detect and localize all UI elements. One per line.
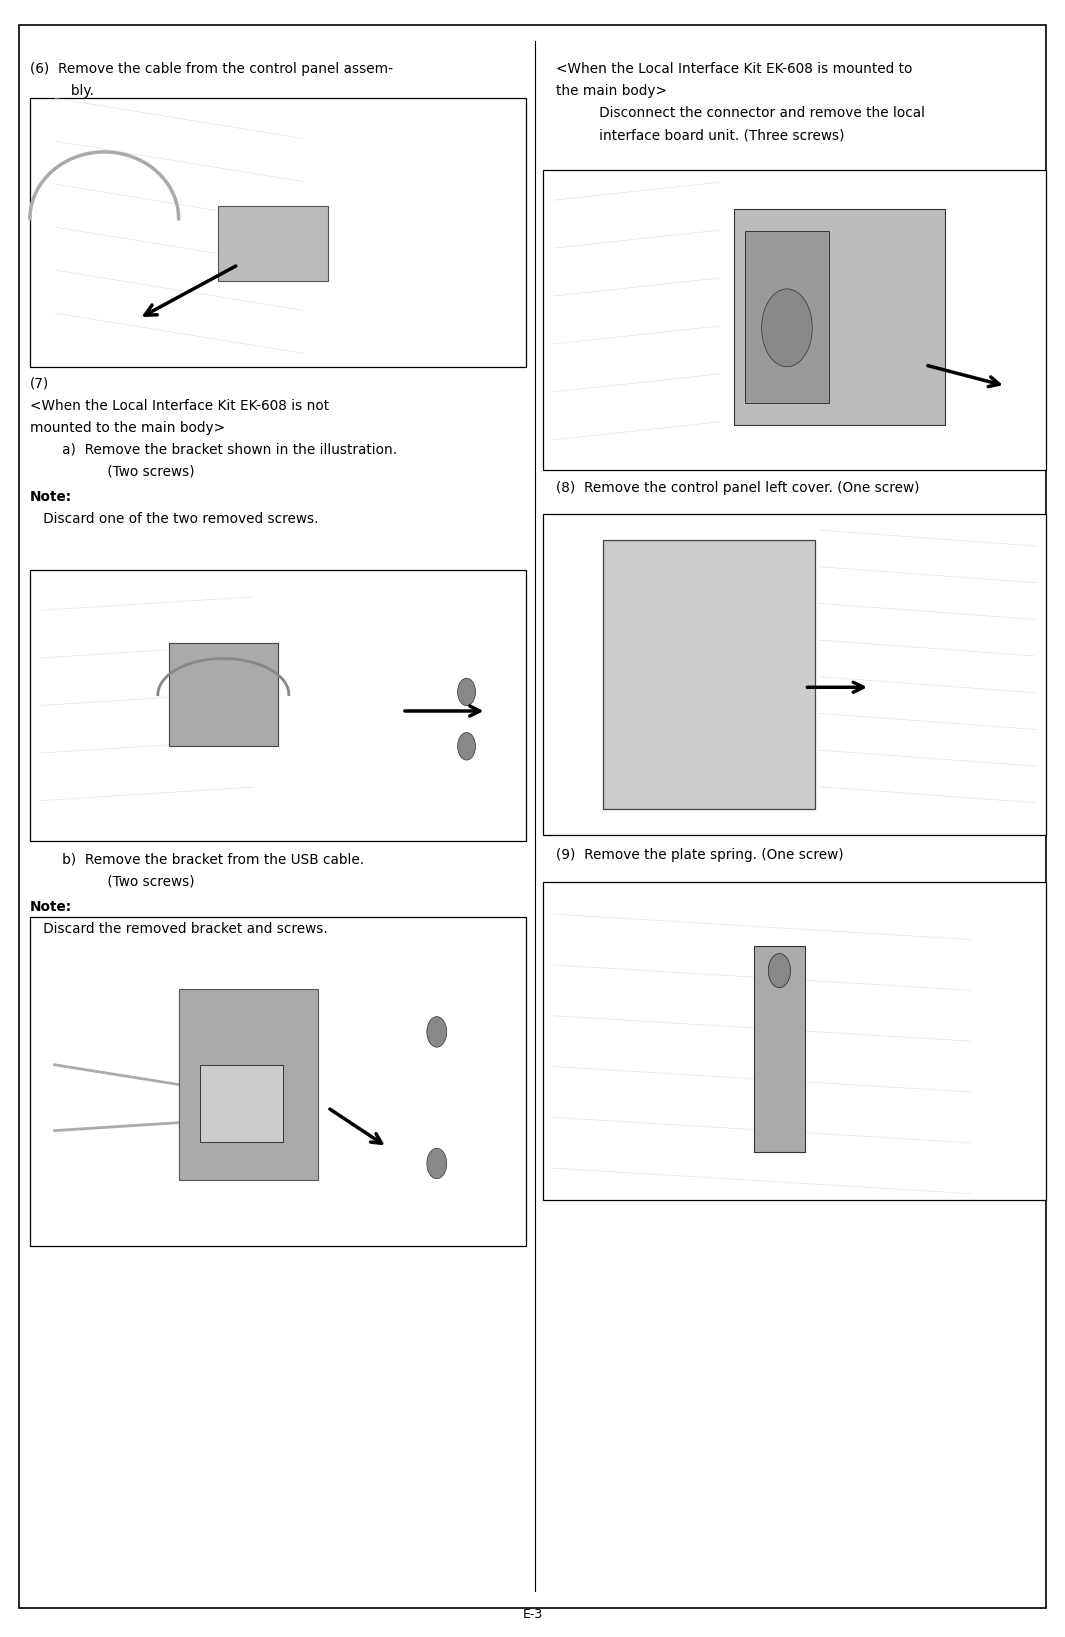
Text: the main body>: the main body>	[556, 83, 667, 98]
Text: bly.: bly.	[49, 83, 94, 98]
Circle shape	[427, 1148, 446, 1179]
Text: mounted to the main body>: mounted to the main body>	[30, 421, 225, 435]
Circle shape	[427, 1017, 446, 1048]
Text: a)  Remove the bracket shown in the illustration.: a) Remove the bracket shown in the illus…	[49, 442, 397, 457]
Text: interface board unit. (Three screws): interface board unit. (Three screws)	[586, 128, 845, 142]
Bar	[218, 206, 328, 282]
Text: Note:: Note:	[30, 900, 72, 915]
Bar	[168, 643, 278, 746]
Bar	[543, 170, 1046, 470]
Text: <When the Local Interface Kit EK-608 is mounted to: <When the Local Interface Kit EK-608 is …	[556, 62, 913, 77]
Text: (Two screws): (Two screws)	[68, 465, 195, 480]
Text: (8)  Remove the control panel left cover. (One screw): (8) Remove the control panel left cover.…	[556, 481, 919, 496]
Circle shape	[458, 678, 475, 706]
Bar	[30, 570, 526, 841]
Bar	[754, 946, 804, 1152]
Text: Discard one of the two removed screws.: Discard one of the two removed screws.	[30, 512, 318, 527]
Bar	[30, 917, 526, 1246]
Text: Discard the removed bracket and screws.: Discard the removed bracket and screws.	[30, 923, 328, 936]
Bar	[744, 231, 830, 403]
Text: b)  Remove the bracket from the USB cable.: b) Remove the bracket from the USB cable…	[49, 853, 364, 868]
Text: E-3: E-3	[522, 1608, 543, 1621]
Circle shape	[761, 288, 813, 367]
Bar	[30, 98, 526, 367]
Text: Disconnect the connector and remove the local: Disconnect the connector and remove the …	[586, 106, 924, 121]
Circle shape	[768, 954, 790, 987]
Bar	[179, 989, 317, 1180]
Bar	[543, 514, 1046, 835]
Bar	[543, 882, 1046, 1200]
Text: (6)  Remove the cable from the control panel assem-: (6) Remove the cable from the control pa…	[30, 62, 393, 77]
Text: Note:: Note:	[30, 489, 72, 504]
Circle shape	[458, 733, 475, 760]
Bar	[734, 210, 946, 426]
Text: <When the Local Interface Kit EK-608 is not: <When the Local Interface Kit EK-608 is …	[30, 398, 329, 413]
Bar	[199, 1066, 283, 1141]
Bar	[604, 540, 815, 809]
Text: (7): (7)	[30, 377, 49, 391]
Text: (9)  Remove the plate spring. (One screw): (9) Remove the plate spring. (One screw)	[556, 848, 843, 863]
Text: (Two screws): (Two screws)	[68, 874, 195, 889]
